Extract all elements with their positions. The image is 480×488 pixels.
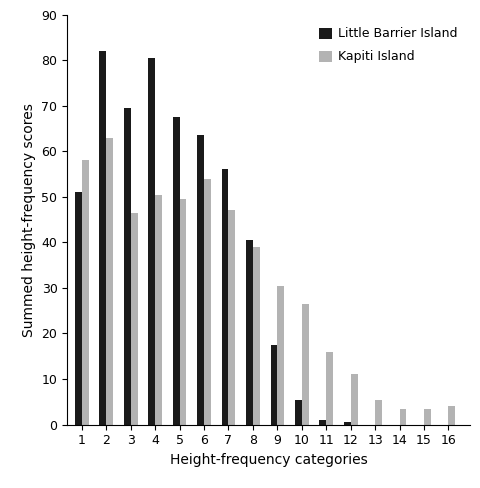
- Bar: [271, 345, 277, 425]
- Bar: [173, 117, 180, 425]
- Bar: [344, 422, 351, 425]
- Y-axis label: Summed height-frequency scores: Summed height-frequency scores: [22, 102, 36, 337]
- Bar: [246, 240, 253, 425]
- Bar: [82, 161, 89, 425]
- Bar: [75, 192, 82, 425]
- Bar: [302, 304, 309, 425]
- Bar: [295, 400, 302, 425]
- Bar: [228, 210, 235, 425]
- Bar: [399, 408, 407, 425]
- Bar: [155, 195, 162, 425]
- Bar: [448, 407, 455, 425]
- Bar: [204, 179, 211, 425]
- Bar: [99, 51, 106, 425]
- X-axis label: Height-frequency categories: Height-frequency categories: [170, 453, 368, 467]
- Bar: [180, 199, 186, 425]
- Bar: [424, 408, 431, 425]
- Bar: [277, 285, 284, 425]
- Bar: [148, 58, 155, 425]
- Bar: [106, 138, 113, 425]
- Bar: [197, 135, 204, 425]
- Bar: [124, 108, 131, 425]
- Bar: [319, 420, 326, 425]
- Bar: [222, 169, 228, 425]
- Bar: [375, 400, 382, 425]
- Bar: [131, 213, 138, 425]
- Legend: Little Barrier Island, Kapiti Island: Little Barrier Island, Kapiti Island: [317, 25, 460, 66]
- Bar: [351, 374, 358, 425]
- Bar: [326, 352, 333, 425]
- Bar: [253, 247, 260, 425]
